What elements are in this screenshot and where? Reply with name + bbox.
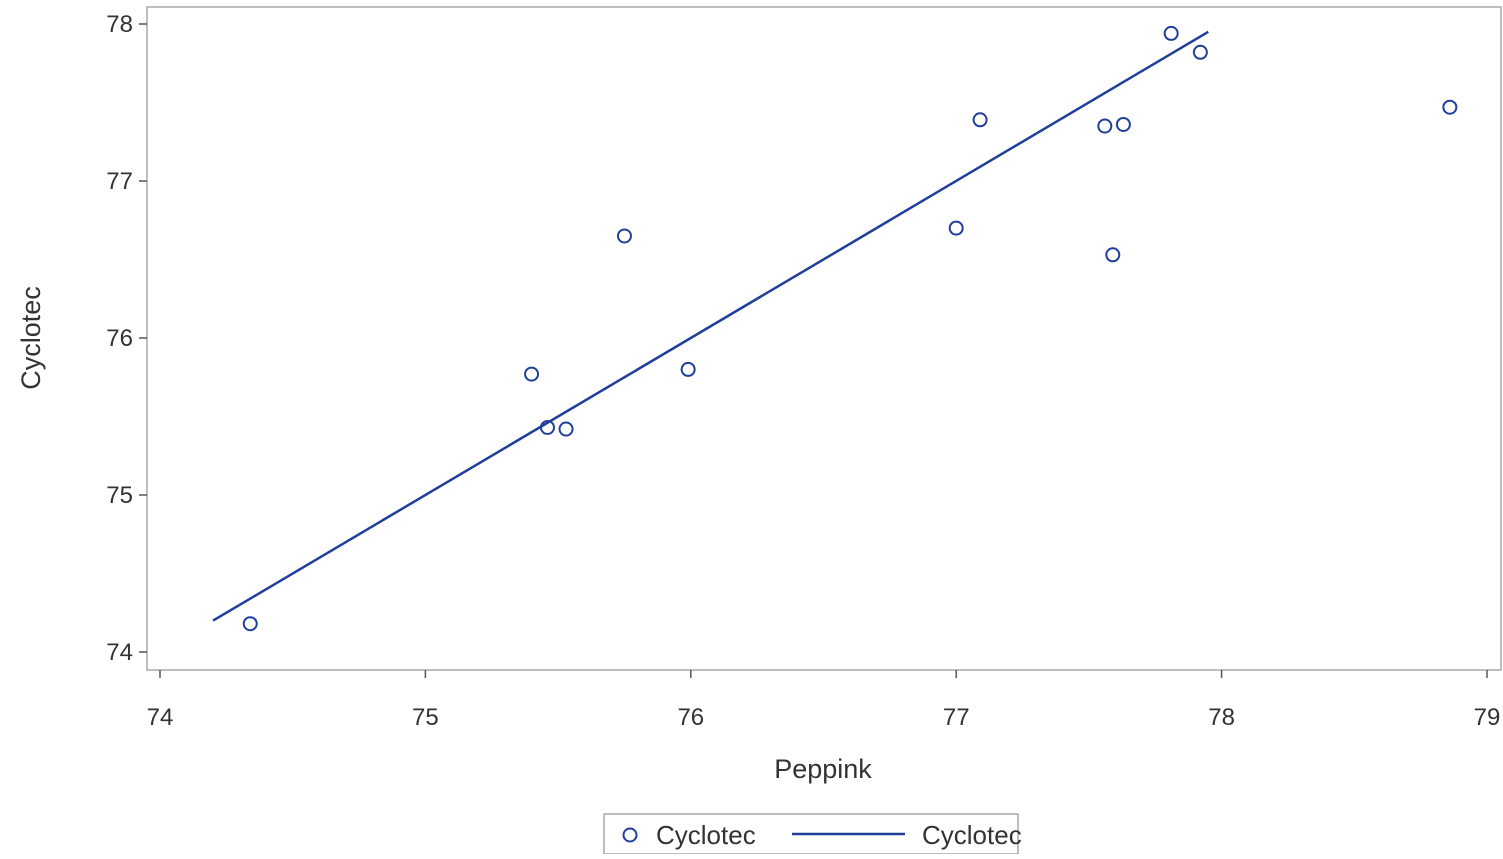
data-point: [242, 616, 258, 632]
y-axis-title: Cyclotec: [16, 286, 46, 390]
plot-frame-group: [146, 6, 1502, 671]
data-point: [524, 366, 540, 382]
data-point: [558, 421, 574, 437]
x-tick-label: 76: [677, 704, 704, 731]
data-point: [948, 220, 964, 236]
x-tick-label: 78: [1208, 704, 1235, 731]
legend: Cyclotec Cyclotec: [603, 813, 1022, 855]
plot-area-frame: [146, 6, 1502, 671]
y-tick-label: 77: [106, 168, 133, 195]
y-tick-label: 76: [106, 325, 133, 352]
x-tick-label: 79: [1474, 704, 1501, 731]
legend-label-line: Cyclotec: [922, 820, 1022, 850]
data-point: [1163, 25, 1179, 41]
y-tick-label: 75: [106, 482, 133, 509]
data-point: [1192, 44, 1208, 60]
data-point: [616, 228, 632, 244]
data-point: [1115, 116, 1131, 132]
legend-marker-circle-icon: [622, 827, 638, 843]
y-tick-label: 78: [106, 11, 133, 38]
data-point: [1097, 118, 1113, 134]
x-tick-label: 77: [943, 704, 970, 731]
y-axis: 74 75 76 77 78: [106, 11, 147, 666]
data-point: [539, 419, 555, 435]
fit-line: [212, 30, 1209, 622]
data-point: [1442, 99, 1458, 115]
data-point: [680, 361, 696, 377]
x-axis-title: Peppink: [774, 754, 872, 784]
x-tick-label: 75: [412, 704, 439, 731]
data-point: [1105, 247, 1121, 263]
x-tick-label: 74: [147, 704, 174, 731]
legend-label-scatter: Cyclotec: [656, 820, 756, 850]
y-tick-label: 74: [106, 639, 133, 666]
data-point: [972, 112, 988, 128]
series-group: [212, 25, 1458, 632]
x-axis: 74 75 76 77 78 79: [147, 670, 1501, 731]
